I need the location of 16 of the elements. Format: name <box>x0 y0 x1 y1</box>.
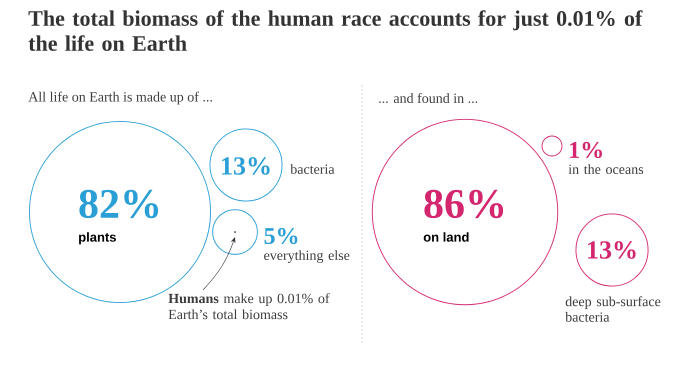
data-label: 13% <box>222 157 270 175</box>
text: Humans make up 0.01% of Earth’s total biomass <box>168 293 330 320</box>
text: All life on Earth is made up of ... <box>28 92 212 104</box>
data-label: 82% <box>79 190 158 218</box>
category-label: in the oceans <box>568 164 644 174</box>
data-label: 5% <box>264 228 298 244</box>
category-label: plants <box>79 232 116 244</box>
text: ... and found in ... <box>379 92 478 104</box>
category-label: everything else <box>264 250 350 263</box>
data-label: 86% <box>424 190 504 218</box>
data-label: 1% <box>570 142 602 158</box>
category-label: deep sub-surface bacteria <box>565 296 660 322</box>
category-label: bacteria <box>290 164 334 174</box>
text: The total biomass of the human race accounts for just 0.01% of the life on Earth <box>28 10 643 51</box>
data-label: 13% <box>588 241 636 259</box>
category-label: on land <box>424 232 469 242</box>
